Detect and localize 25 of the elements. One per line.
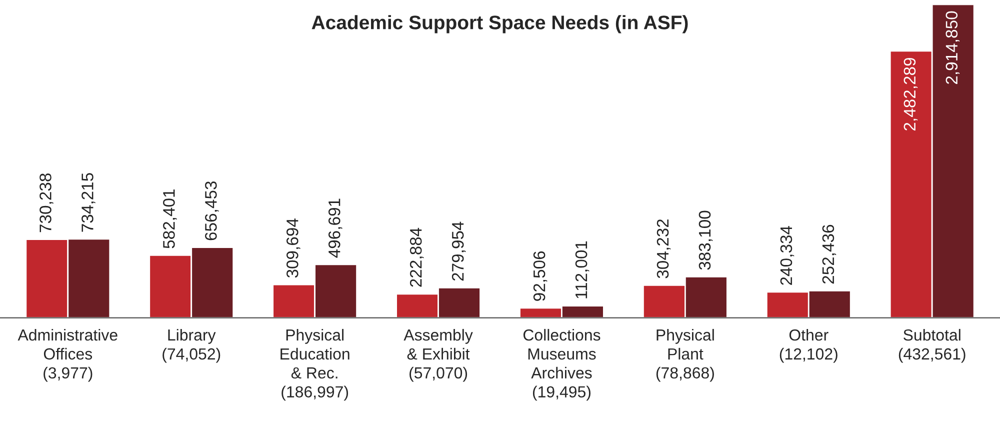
data-label: 252,436 — [822, 224, 836, 284]
data-label: 304,232 — [656, 219, 671, 278]
text: Academic Support Space Needs (in ASF) — [312, 15, 688, 34]
data-label: 734,215 — [82, 173, 96, 232]
data-label: 279,954 — [452, 222, 466, 281]
data-label: 496,691 — [328, 198, 342, 258]
x-tick-label: Physical Plant (78,868) — [656, 328, 714, 382]
x-tick-label: Subtotal (432,561) — [898, 328, 966, 363]
x-tick-label: Administrative Offices (3,977) — [18, 328, 118, 382]
data-label: 656,453 — [205, 181, 219, 240]
data-label: 730,238 — [40, 174, 54, 232]
data-label: 92,506 — [533, 251, 548, 301]
data-label: 112,001 — [575, 241, 590, 298]
x-tick-label: Assembly & Exhibit (57,070) — [404, 328, 473, 382]
data-label: 383,100 — [698, 210, 713, 270]
data-label: 240,334 — [780, 226, 794, 285]
data-label: 2,914,850 — [946, 11, 960, 84]
data-label: 2,482,289 — [904, 58, 918, 130]
x-tick-label: Other (12,102) — [780, 328, 838, 363]
data-label: 309,694 — [286, 218, 300, 278]
data-label: 222,884 — [410, 228, 424, 287]
x-tick-label: Library (74,052) — [162, 328, 220, 363]
x-tick-label: Collections Museums Archives (19,495) — [523, 328, 600, 401]
x-tick-label: Physical Education & Rec. (186,997) — [280, 328, 350, 401]
data-label: 582,401 — [163, 190, 177, 248]
